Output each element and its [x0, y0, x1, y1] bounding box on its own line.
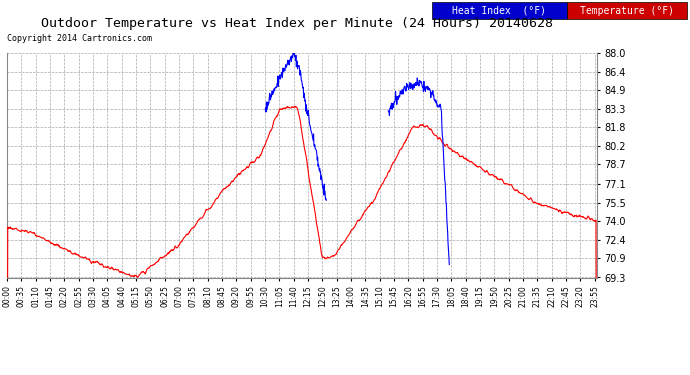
- Text: Copyright 2014 Cartronics.com: Copyright 2014 Cartronics.com: [7, 34, 152, 43]
- Text: Temperature (°F): Temperature (°F): [580, 6, 674, 15]
- Bar: [432, 2, 567, 19]
- Text: Outdoor Temperature vs Heat Index per Minute (24 Hours) 20140628: Outdoor Temperature vs Heat Index per Mi…: [41, 17, 553, 30]
- Bar: [567, 2, 687, 19]
- Text: Heat Index  (°F): Heat Index (°F): [453, 6, 546, 15]
